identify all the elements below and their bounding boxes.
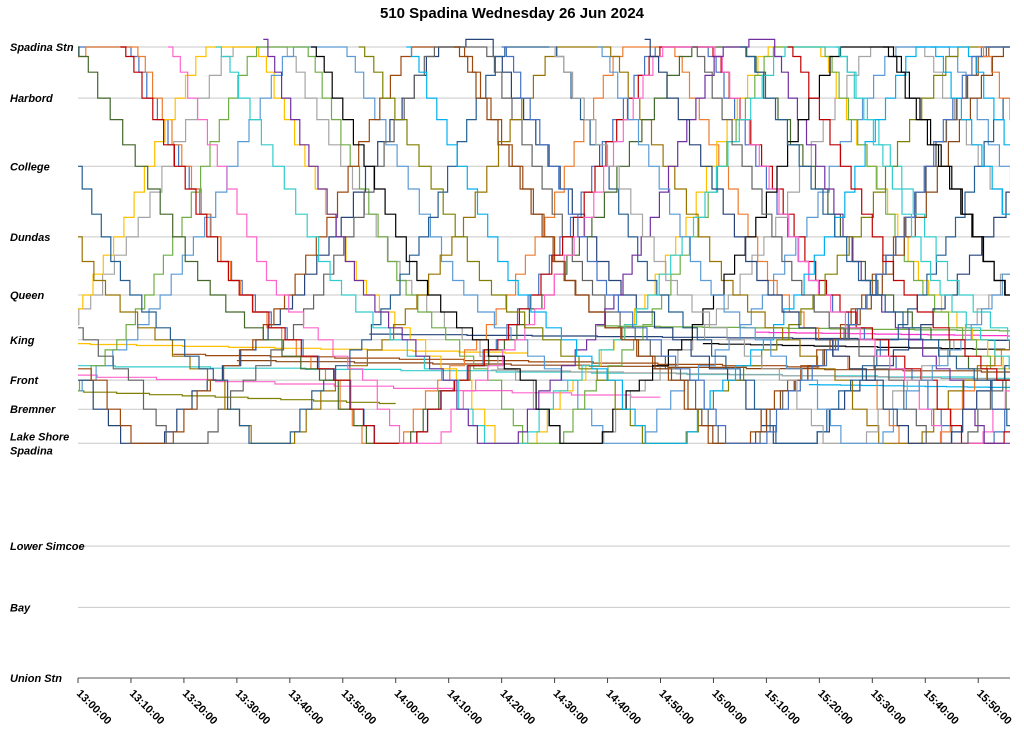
trajectory-line [168,46,1010,444]
time-tick-label: 13:10:00 [127,688,167,728]
trajectory-line [215,46,1010,444]
hold-line [491,369,1010,381]
chart-title: 510 Spadina Wednesday 26 Jun 2024 [379,5,645,22]
trajectory-line [78,46,1010,444]
station-label: Bremner [10,404,56,416]
station-label: Bay [10,602,31,614]
trajectory-line [78,46,1010,444]
time-tick-label: 14:00:00 [392,688,432,728]
time-tick-label: 14:30:00 [550,688,590,728]
trajectory-line [549,46,1010,444]
trajectory-layer [78,38,1010,444]
trajectory-line [78,46,1010,444]
time-tick-label: 15:30:00 [868,688,908,728]
station-label: Lake Shore Spadina [10,431,69,457]
time-tick-label: 15:50:00 [974,688,1014,728]
station-label: Harbord [10,93,53,105]
trajectory-line [835,46,1010,370]
station-label: Front [10,375,39,387]
time-tick-label: 13:50:00 [339,688,379,728]
station-label: Spadina Stn [10,42,74,54]
trajectory-line [78,46,1010,444]
time-tick-label: 14:10:00 [445,688,485,728]
station-label: King [10,335,35,347]
time-tick-label: 13:20:00 [180,688,220,728]
time-tick-label: 13:00:00 [74,688,114,728]
hold-line [78,343,529,354]
trajectory-line [78,46,1010,444]
trajectory-line [78,46,1010,444]
trajectory-line [78,46,1010,444]
station-label: Union Stn [10,673,62,685]
trajectory-line [311,46,1010,444]
trajectory-line [692,46,1010,444]
station-label: College [10,161,50,173]
time-tick-label: 15:10:00 [762,688,802,728]
trajectory-line [454,46,1010,444]
hold-line [808,384,1010,389]
station-label: Queen [10,290,45,302]
trajectory-line [263,38,1010,444]
time-tick-label: 13:30:00 [233,688,273,728]
trajectory-line [644,38,1010,444]
trajectory-line [597,46,1010,444]
time-tick-label: 15:20:00 [815,688,855,728]
trajectory-line [501,46,1010,444]
trajectory-line [358,46,1010,444]
time-tick-label: 14:40:00 [603,688,643,728]
trajectory-line [78,46,1010,444]
station-label: Lower Simcoe [10,541,85,553]
station-label: Dundas [10,232,50,244]
time-tick-label: 15:00:00 [709,688,749,728]
hold-line [173,353,820,368]
trajectory-line [787,46,1010,381]
time-tick-label: 15:40:00 [921,688,961,728]
trajectory-line [120,46,1010,444]
trajectory-line [78,46,1010,444]
hold-line [78,374,661,398]
time-tick-label: 14:50:00 [656,688,696,728]
trajectory-line [406,46,1010,444]
hold-line [78,390,396,405]
hold-line [702,343,1010,351]
time-tick-label: 13:40:00 [286,688,326,728]
time-tick-label: 14:20:00 [498,688,538,728]
hold-line [236,360,1010,373]
trajectory-line [978,46,1010,121]
